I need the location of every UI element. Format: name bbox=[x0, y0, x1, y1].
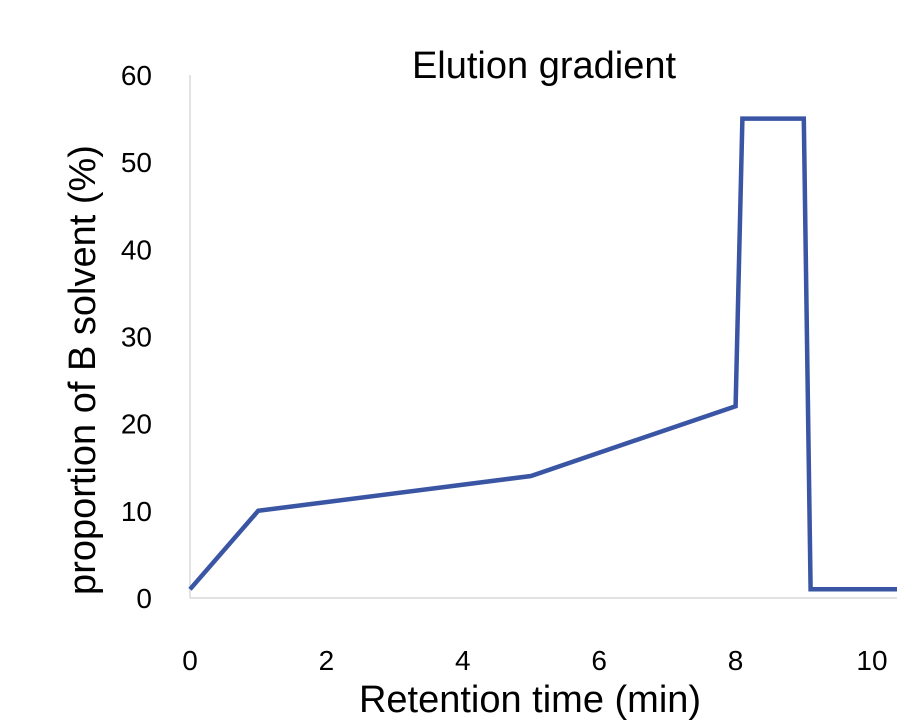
x-axis-label: Retention time (min) bbox=[359, 679, 701, 721]
y-tick-label: 20 bbox=[121, 409, 152, 440]
x-tick-label: 6 bbox=[591, 645, 607, 676]
series-lines bbox=[188, 116, 897, 592]
series-line bbox=[188, 116, 897, 592]
y-tick-label: 40 bbox=[121, 234, 152, 265]
y-tick-label: 0 bbox=[136, 583, 152, 614]
y-axis: 0 10 20 30 40 50 60 bbox=[121, 60, 191, 614]
x-tick-label: 10 bbox=[856, 645, 887, 676]
x-axis: 0 2 4 6 8 10 bbox=[182, 597, 897, 676]
y-tick-label: 50 bbox=[121, 147, 152, 178]
x-tick-label: 0 bbox=[182, 645, 198, 676]
x-tick-label: 8 bbox=[728, 645, 744, 676]
x-tick-label: 2 bbox=[319, 645, 335, 676]
chart-title: Elution gradient bbox=[412, 45, 677, 87]
y-axis-label: proportion of B solvent (%) bbox=[62, 145, 104, 595]
y-tick-label: 30 bbox=[121, 322, 152, 353]
x-tick-label: 4 bbox=[455, 645, 471, 676]
y-tick-label: 60 bbox=[121, 60, 152, 91]
y-tick-label: 10 bbox=[121, 496, 152, 527]
